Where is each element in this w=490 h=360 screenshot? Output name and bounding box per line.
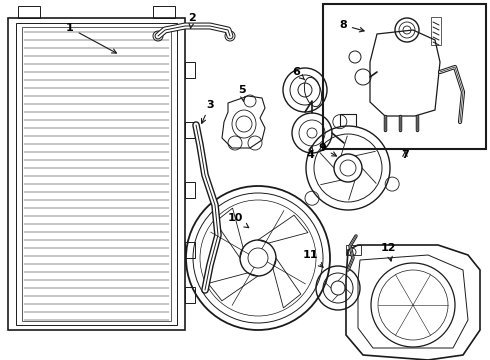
- Text: 6: 6: [292, 67, 305, 80]
- Bar: [346, 245, 361, 255]
- Bar: [8, 18, 185, 330]
- Text: 2: 2: [188, 13, 196, 29]
- Bar: [185, 182, 195, 198]
- Text: 9: 9: [318, 143, 337, 156]
- Text: 1: 1: [66, 23, 117, 53]
- Text: 12: 12: [380, 243, 396, 261]
- Text: 8: 8: [339, 20, 364, 32]
- Bar: [22, 27, 171, 321]
- Bar: [18, 6, 40, 18]
- Bar: [323, 4, 486, 149]
- Text: 7: 7: [401, 150, 409, 160]
- Bar: [185, 287, 195, 303]
- Text: 4: 4: [306, 146, 314, 160]
- Bar: [185, 122, 195, 138]
- Text: 5: 5: [238, 85, 246, 101]
- Text: 10: 10: [227, 213, 249, 228]
- Bar: [16, 23, 177, 325]
- Bar: [153, 6, 175, 18]
- Text: 11: 11: [302, 250, 323, 267]
- Bar: [185, 62, 195, 78]
- Bar: [431, 17, 441, 45]
- Text: 3: 3: [201, 100, 214, 123]
- Bar: [185, 242, 195, 258]
